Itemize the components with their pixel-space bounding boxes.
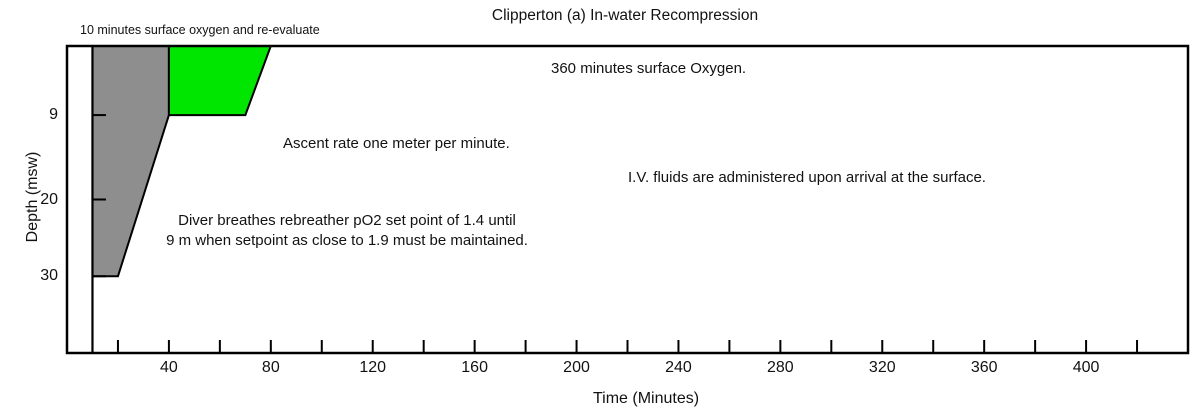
chart-title: Clipperton (a) In-water Recompression — [491, 7, 759, 24]
annotation-rebreather-line2: 9 m when setpoint as close to 1.9 must b… — [166, 232, 528, 249]
plot-border — [65, 44, 1190, 355]
annotation-surface-oxygen-note: 10 minutes surface oxygen and re-evaluat… — [80, 23, 320, 37]
annotation-360-surface-oxygen: 360 minutes surface Oxygen. — [551, 60, 747, 77]
y-tick-label-30: 30 — [40, 267, 58, 285]
y-tick-label-9: 9 — [49, 106, 58, 124]
x-tick-label-400: 400 — [1072, 359, 1100, 376]
x-tick-label-160: 160 — [461, 359, 488, 376]
annotation-rebreather-line1: Diver breathes rebreather pO2 set point … — [178, 212, 516, 229]
x-tick-label-320: 320 — [868, 359, 896, 376]
y-tick-label-20: 20 — [40, 190, 58, 208]
x-tick-label-80: 80 — [261, 359, 280, 376]
x-tick-label-240: 240 — [665, 359, 692, 376]
annotation-iv-fluids: I.V. fluids are administered upon arriva… — [628, 169, 986, 186]
annotation-ascent-rate: Ascent rate one meter per minute. — [283, 135, 510, 152]
x-tick-label-280: 280 — [767, 359, 794, 376]
x-axis-label: Time (Minutes) — [592, 390, 700, 407]
x-tick-label-200: 200 — [563, 359, 590, 376]
x-tick-label-40: 40 — [160, 359, 178, 376]
plot-background — [67, 46, 1188, 353]
annotation-rebreather-setpoint: Diver breathes rebreather pO2 set point … — [146, 211, 548, 251]
x-tick-label-120: 120 — [359, 359, 387, 376]
x-tick-label-360: 360 — [970, 359, 998, 376]
